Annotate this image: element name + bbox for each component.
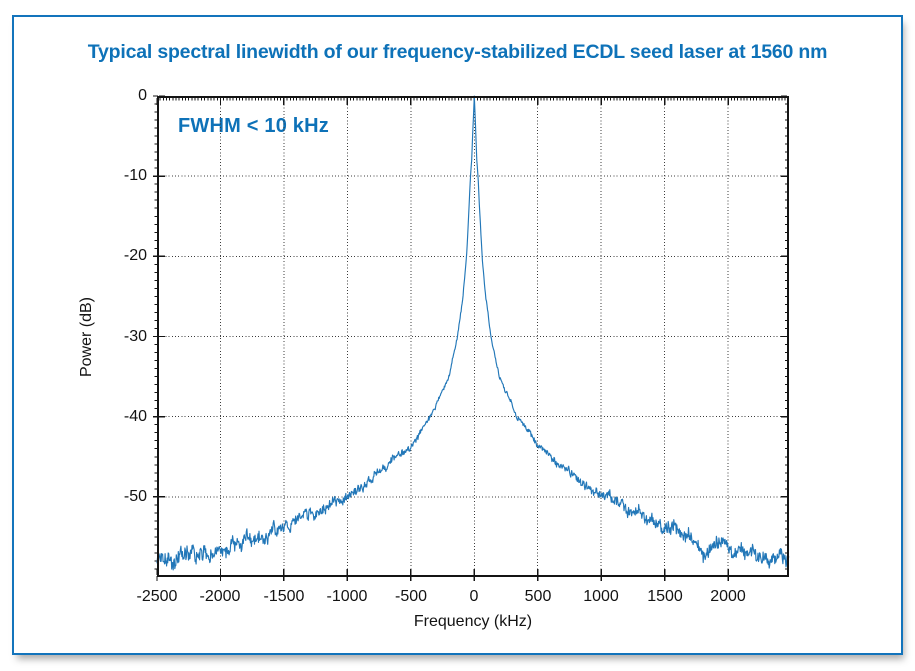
x-tick-label: 0 [469,588,479,605]
x-tick-label: 1500 [647,588,683,605]
x-axis-title: Frequency (kHz) [413,613,533,630]
y-tick-label: -20 [123,247,147,264]
chart-title: Typical spectral linewidth of our freque… [87,41,828,63]
major-ticks [153,95,787,581]
plot-area [153,95,790,581]
y-tick-label: -40 [123,408,147,425]
x-tick-label: -500 [394,588,428,605]
grid-lines [159,98,787,575]
y-tick-label: 0 [138,87,147,104]
y-tick-label: -50 [123,488,147,505]
y-tick-label: -30 [123,328,147,345]
fwhm-annotation: FWHM < 10 kHz [178,115,329,137]
plot-border [157,96,789,577]
x-tick-label: 500 [524,588,552,605]
x-tick-label: 1000 [583,588,619,605]
x-tick-label: -2000 [199,588,241,605]
y-tick-label: -10 [123,167,147,184]
x-tick-label: -1500 [263,588,305,605]
x-tick-label: -2500 [136,588,178,605]
chart-panel: Typical spectral linewidth of our freque… [12,15,903,655]
spectrum-trace [156,95,790,571]
x-tick-label: 2000 [710,588,746,605]
y-axis-title: Power (dB) [78,296,95,378]
x-tick-label: -1000 [326,588,368,605]
